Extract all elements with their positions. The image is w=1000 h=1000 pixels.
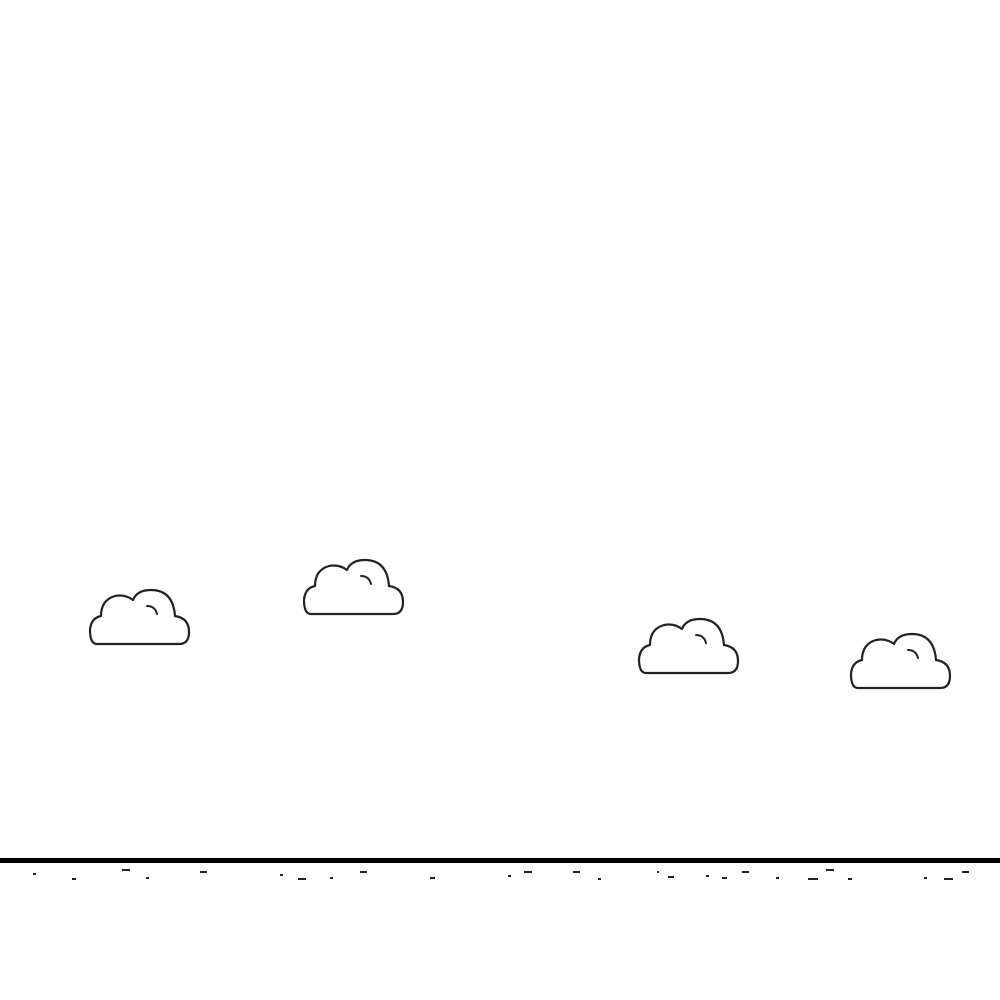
ground-pebble <box>848 878 852 880</box>
ground-pebble <box>360 871 367 873</box>
ground-pebble <box>298 878 306 880</box>
ground-pebble <box>944 878 953 880</box>
ground-horizon-line <box>0 858 1000 863</box>
ground-pebble <box>826 869 834 871</box>
ground-pebble <box>524 871 532 873</box>
ground-pebble <box>280 874 283 876</box>
ground-pebble <box>72 878 76 880</box>
ground-pebble <box>706 875 709 877</box>
ground-pebble <box>668 876 674 878</box>
cloud-icon <box>637 617 740 675</box>
cloud-4 <box>848 630 952 692</box>
ground-pebble <box>122 869 130 871</box>
cloud-icon <box>302 558 405 616</box>
ground-pebble <box>508 875 511 877</box>
ground-pebble <box>742 871 749 873</box>
ground-pebble <box>924 877 927 879</box>
ground-pebble <box>962 871 969 873</box>
ground-pebble <box>722 877 727 879</box>
ground-pebble <box>33 873 36 875</box>
ground-pebble <box>808 878 818 880</box>
ground-pebble <box>146 877 149 879</box>
ground-pebble <box>598 878 601 880</box>
cloud-1 <box>87 586 191 648</box>
ground-pebble <box>330 877 333 879</box>
ground-pebble <box>430 877 435 879</box>
ground-pebble <box>776 877 779 879</box>
cloud-3 <box>636 615 740 677</box>
ground-pebble <box>573 871 580 873</box>
cloud-icon <box>88 588 191 646</box>
ground-pebble <box>657 871 659 873</box>
ground-texture <box>0 866 1000 890</box>
cloud-icon <box>849 632 952 690</box>
ground-pebble <box>200 871 207 873</box>
cloud-2 <box>301 556 405 618</box>
